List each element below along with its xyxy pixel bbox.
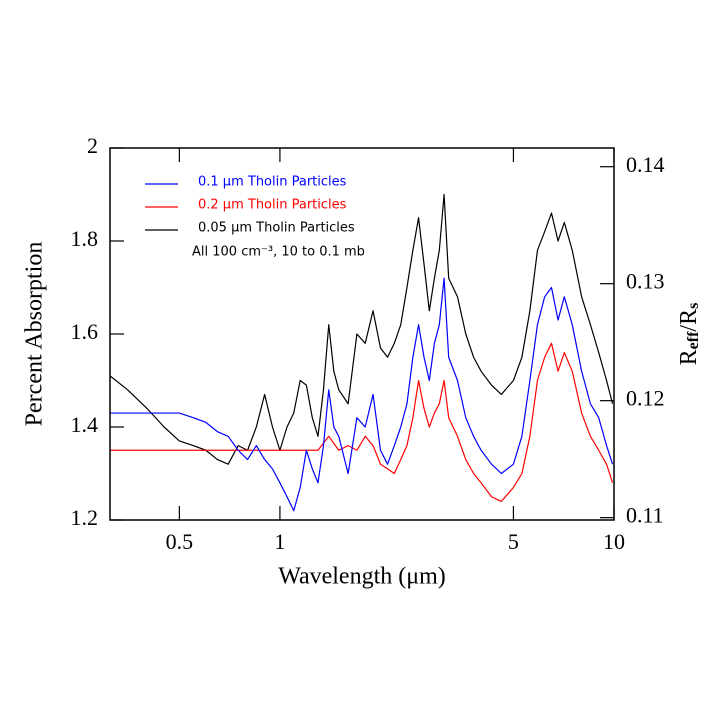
y2-tick-label: 0.13 [626,269,665,294]
y2-tick-label: 0.12 [626,386,665,411]
y-tick-label: 1.4 [71,412,99,437]
y2-axis-label-part: R [676,349,702,365]
y-tick-label: 2 [87,133,98,158]
series-line [110,277,614,512]
x-tick-label: 10 [603,529,625,554]
legend-label: 0.05 μm Tholin Particles [198,221,355,236]
y2-axis-label-part: /R [676,309,702,332]
legend-label: 0.1 μm Tholin Particles [198,175,347,190]
x-tick-label: 5 [508,529,519,554]
y2-tick-label: 0.11 [626,503,664,528]
y2-axis-label-part: eff [685,331,702,349]
y-tick-label: 1.2 [71,505,99,530]
x-tick-label: 1 [274,529,285,554]
series-line [109,193,614,465]
y-tick-label: 1.8 [71,226,99,251]
annotation: All 100 cm⁻³, 10 to 0.1 mb [192,245,365,260]
x-axis-label: Wavelength (μm) [278,564,446,590]
y2-axis-label: Reff/Rs [676,303,702,366]
y-axis-label: Percent Absorption [22,242,48,427]
legend-label: 0.2 μm Tholin Particles [198,198,347,213]
y2-axis-label-part: s [685,303,702,309]
y-tick-label: 1.6 [71,319,99,344]
x-tick-label: 0.5 [166,529,194,554]
y2-tick-label: 0.14 [626,152,665,177]
